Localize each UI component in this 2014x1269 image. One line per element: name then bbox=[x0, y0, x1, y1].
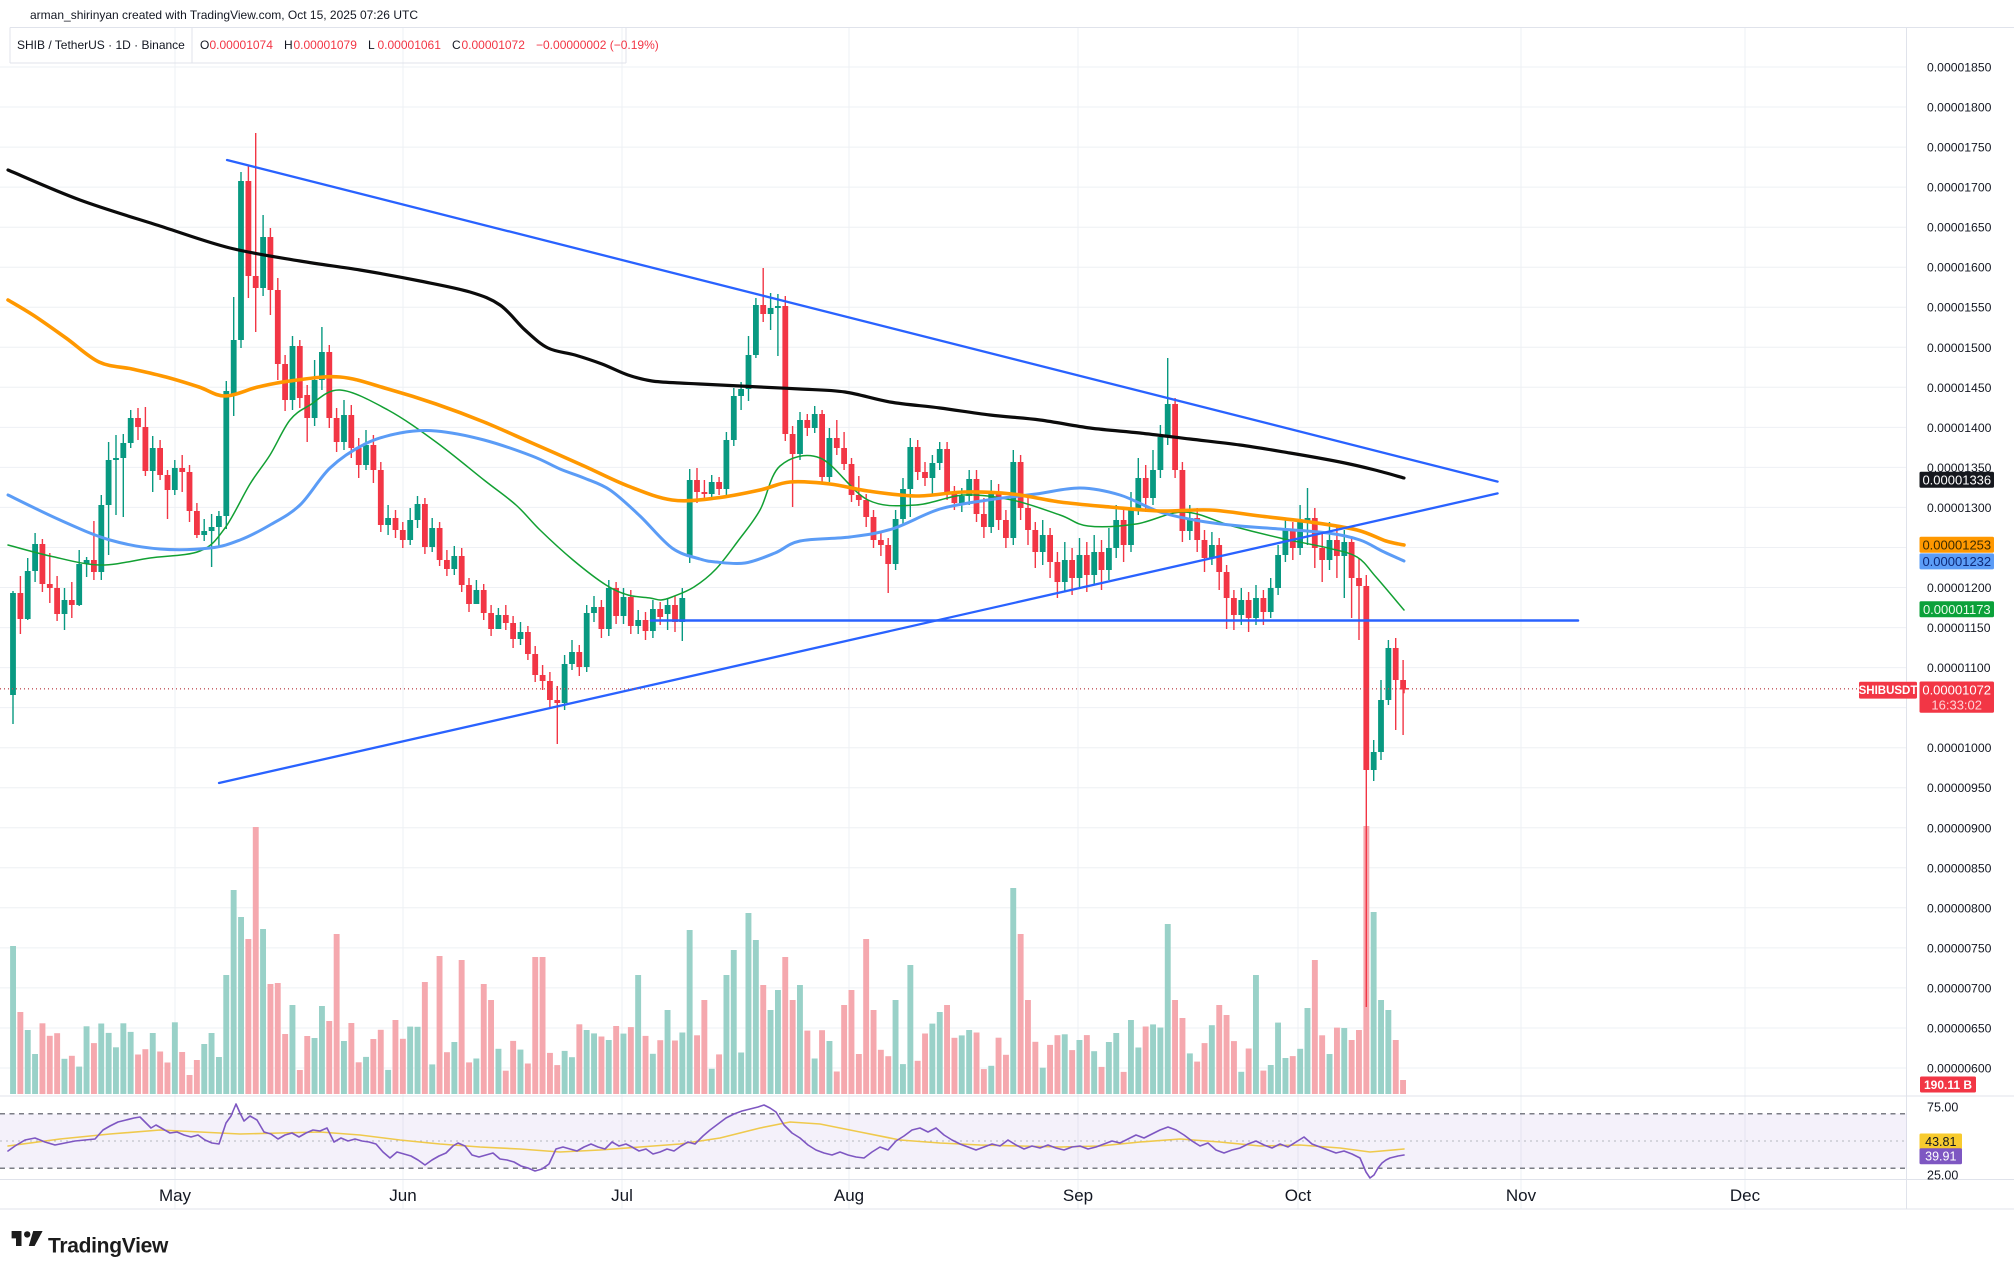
svg-text:25.00: 25.00 bbox=[1927, 1169, 1958, 1183]
svg-text:0.00000850: 0.00000850 bbox=[1927, 861, 1992, 875]
svg-text:0.00001350: 0.00001350 bbox=[1927, 461, 1992, 475]
svg-text:SHIB / TetherUS · 1D · Binance: SHIB / TetherUS · 1D · Binance bbox=[17, 38, 185, 52]
svg-text:L: L bbox=[368, 38, 375, 52]
svg-text:0.00001600: 0.00001600 bbox=[1927, 261, 1992, 275]
svg-text:0.00000950: 0.00000950 bbox=[1927, 781, 1992, 795]
svg-text:0.00001072: 0.00001072 bbox=[1922, 683, 1991, 698]
svg-text:0.00001173: 0.00001173 bbox=[1923, 602, 1991, 617]
svg-text:C: C bbox=[452, 38, 461, 52]
svg-text:Jul: Jul bbox=[611, 1186, 633, 1205]
svg-text:0.00001800: 0.00001800 bbox=[1927, 101, 1992, 115]
svg-text:43.81: 43.81 bbox=[1925, 1135, 1956, 1149]
svg-text:Jun: Jun bbox=[389, 1186, 416, 1205]
svg-text:Aug: Aug bbox=[834, 1186, 864, 1205]
svg-text:39.91: 39.91 bbox=[1925, 1150, 1956, 1164]
svg-text:16:33:02: 16:33:02 bbox=[1931, 698, 1982, 713]
svg-text:0.00000750: 0.00000750 bbox=[1927, 941, 1992, 955]
svg-text:0.00001074: 0.00001074 bbox=[210, 38, 274, 52]
svg-text:SHIBUSDT: SHIBUSDT bbox=[1859, 685, 1918, 697]
svg-text:0.00001200: 0.00001200 bbox=[1927, 581, 1992, 595]
svg-text:0.00001150: 0.00001150 bbox=[1927, 621, 1991, 635]
svg-text:0.00001750: 0.00001750 bbox=[1927, 141, 1992, 155]
svg-text:0.00001550: 0.00001550 bbox=[1927, 301, 1992, 315]
svg-text:0.00000900: 0.00000900 bbox=[1927, 821, 1992, 835]
svg-text:0.00000800: 0.00000800 bbox=[1927, 901, 1992, 915]
svg-text:0.00000650: 0.00000650 bbox=[1927, 1022, 1992, 1036]
svg-text:TradingView: TradingView bbox=[48, 1235, 169, 1258]
svg-text:Nov: Nov bbox=[1506, 1186, 1537, 1205]
svg-text:0.00001072: 0.00001072 bbox=[462, 38, 526, 52]
svg-text:0.00001500: 0.00001500 bbox=[1927, 341, 1992, 355]
svg-text:Oct: Oct bbox=[1285, 1186, 1312, 1205]
svg-text:0.00001850: 0.00001850 bbox=[1927, 61, 1992, 75]
svg-text:May: May bbox=[159, 1186, 192, 1205]
svg-text:190.11 B: 190.11 B bbox=[1924, 1078, 1972, 1092]
svg-text:0.00001700: 0.00001700 bbox=[1927, 181, 1992, 195]
svg-text:0.00001100: 0.00001100 bbox=[1927, 661, 1991, 675]
svg-text:0.00001336: 0.00001336 bbox=[1922, 472, 1991, 487]
svg-text:0.00001450: 0.00001450 bbox=[1927, 381, 1992, 395]
svg-text:0.00001061: 0.00001061 bbox=[378, 38, 442, 52]
svg-text:H: H bbox=[284, 38, 293, 52]
svg-text:O: O bbox=[200, 38, 209, 52]
svg-text:0.00001400: 0.00001400 bbox=[1927, 421, 1992, 435]
svg-text:75.00: 75.00 bbox=[1927, 1101, 1958, 1115]
svg-text:0.00000700: 0.00000700 bbox=[1927, 981, 1992, 995]
svg-text:arman_shirinyan created with T: arman_shirinyan created with TradingView… bbox=[30, 8, 418, 22]
svg-text:0.00001079: 0.00001079 bbox=[294, 38, 358, 52]
svg-text:Dec: Dec bbox=[1730, 1186, 1761, 1205]
svg-text:0.00001300: 0.00001300 bbox=[1927, 501, 1992, 515]
svg-text:Sep: Sep bbox=[1063, 1186, 1093, 1205]
svg-text:0.00000600: 0.00000600 bbox=[1927, 1062, 1992, 1076]
svg-text:−0.00000002 (−0.19%): −0.00000002 (−0.19%) bbox=[536, 38, 659, 52]
svg-text:0.00001253: 0.00001253 bbox=[1922, 537, 1991, 552]
svg-text:0.00001650: 0.00001650 bbox=[1927, 221, 1992, 235]
svg-text:0.00001232: 0.00001232 bbox=[1922, 554, 1991, 569]
svg-text:0.00001000: 0.00001000 bbox=[1927, 741, 1992, 755]
